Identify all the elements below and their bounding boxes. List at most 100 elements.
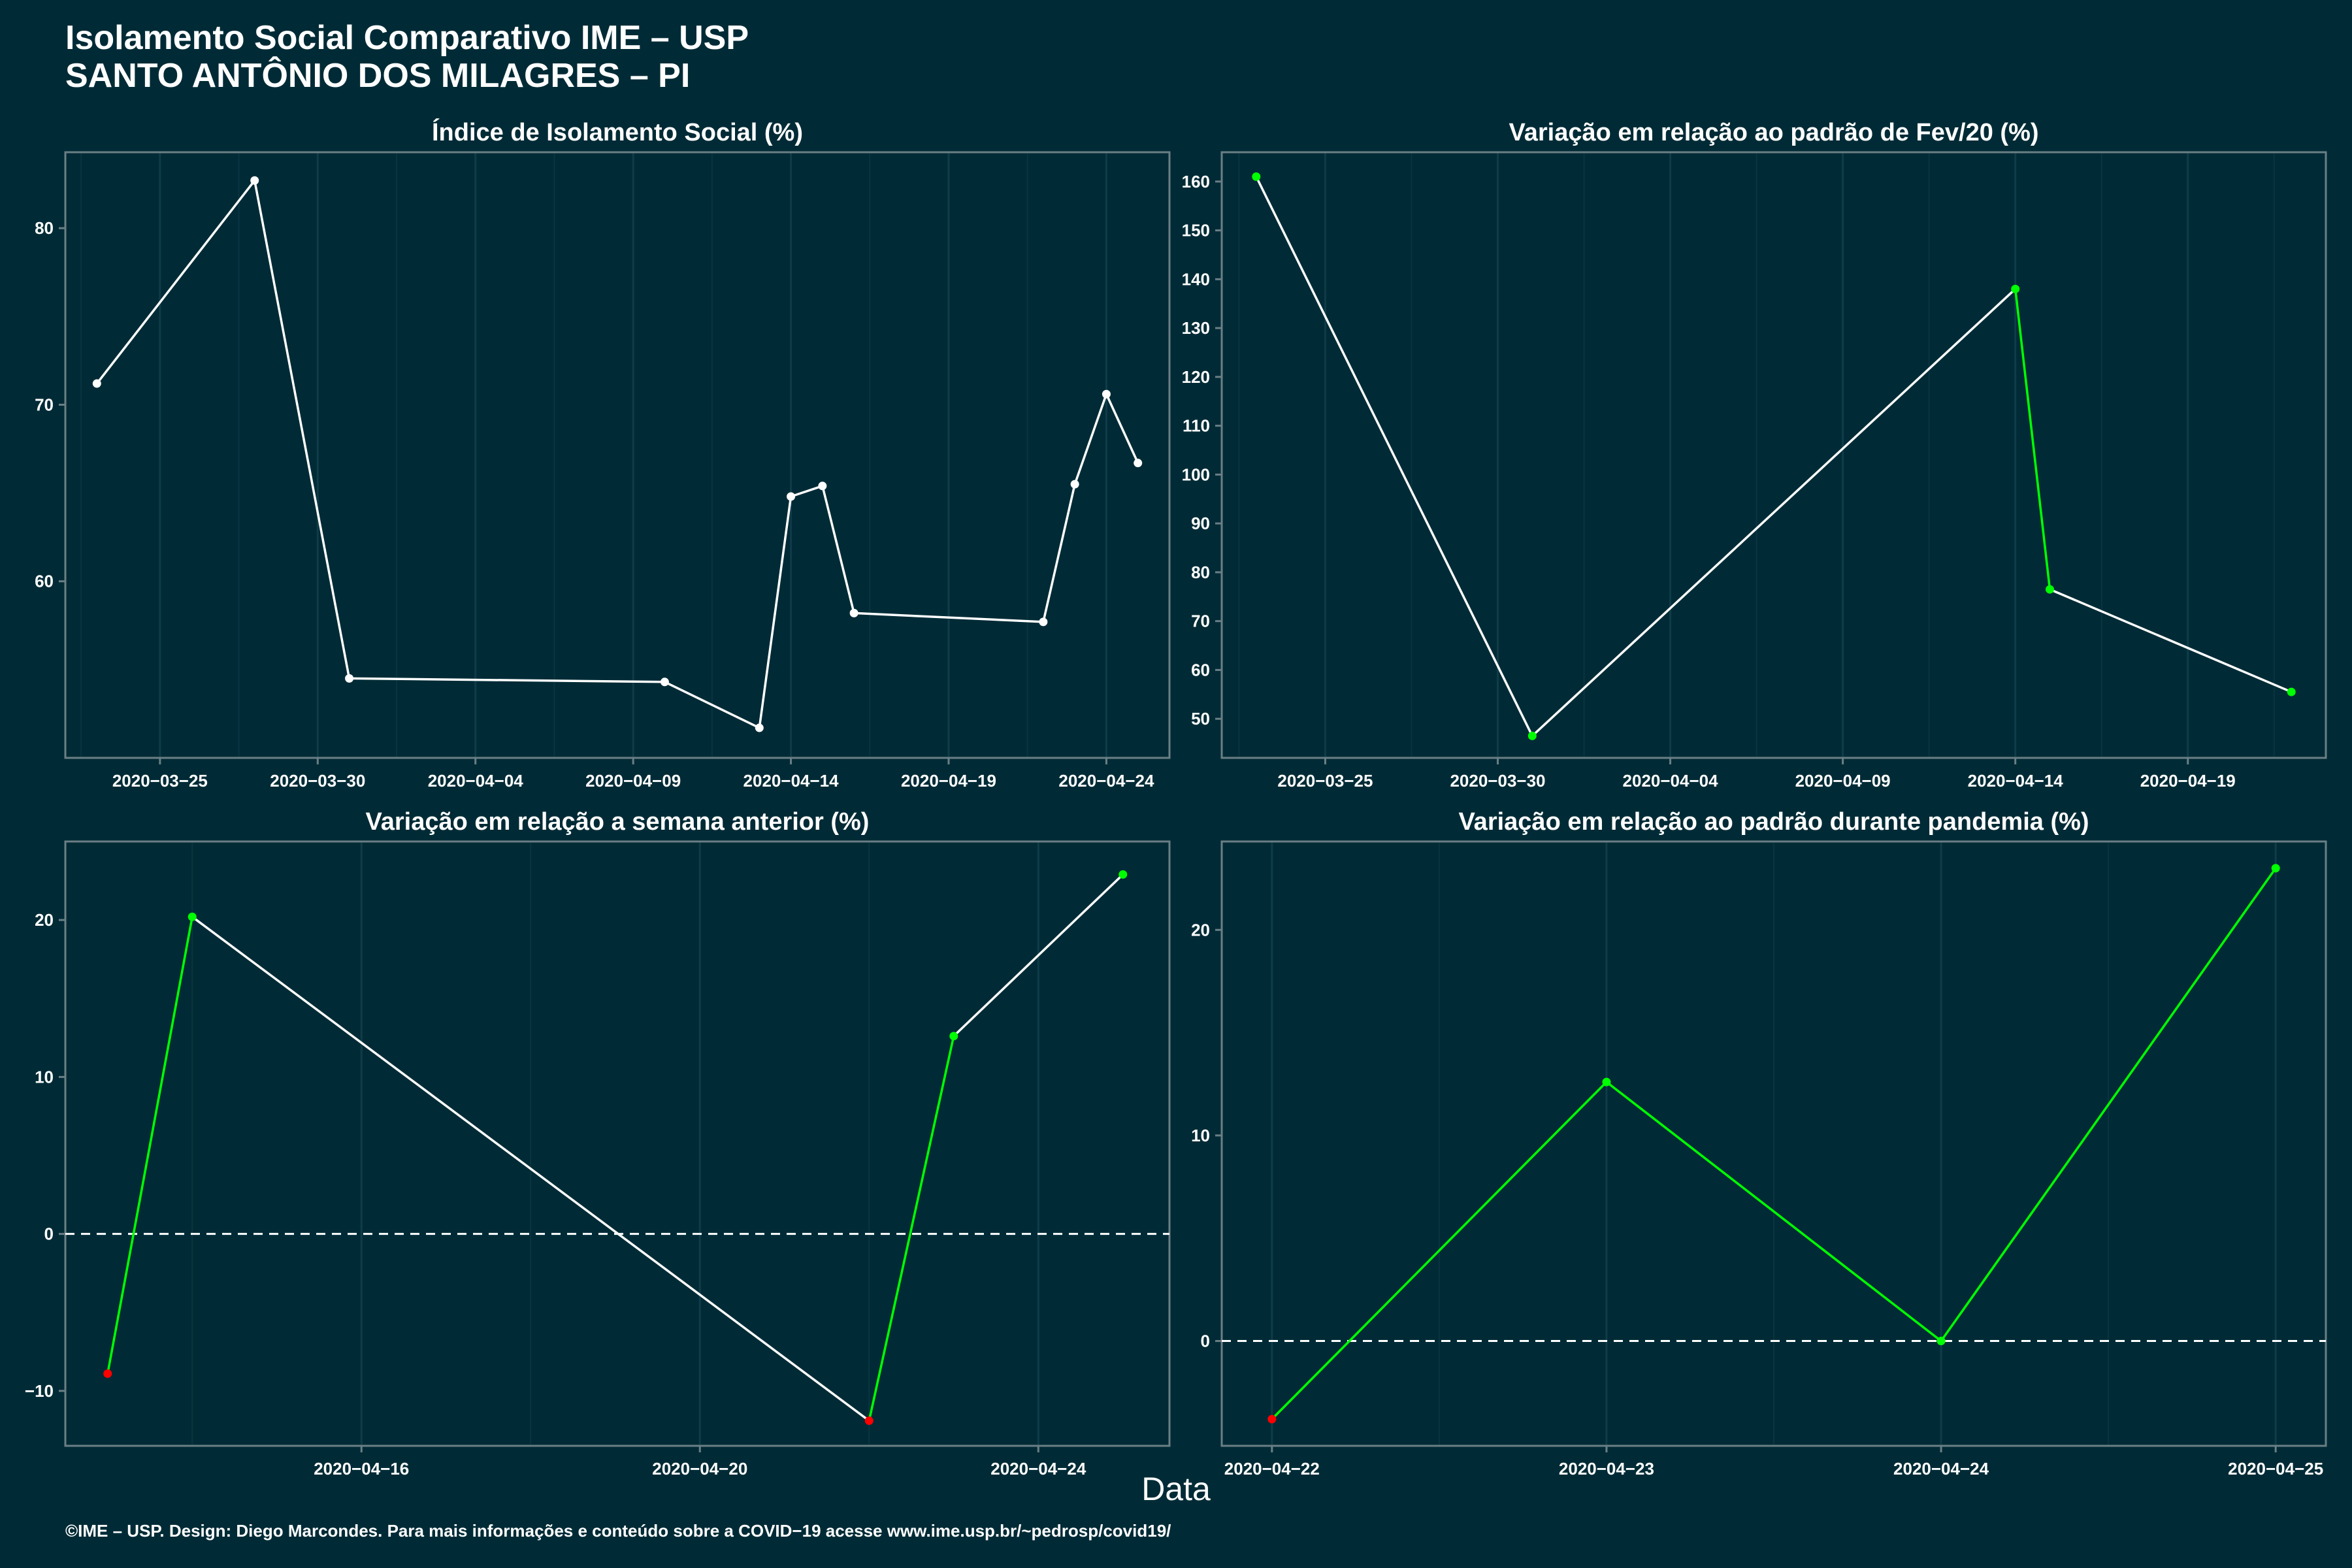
y-tick-label: 100 xyxy=(1182,465,1210,484)
x-tick-label: 2020−04−14 xyxy=(743,771,840,791)
series-segment xyxy=(1271,1081,1608,1420)
x-tick-label: 2020−04−14 xyxy=(1968,771,2064,791)
y-tick-label: 140 xyxy=(1182,269,1210,289)
y-tick-label: 0 xyxy=(44,1224,54,1244)
series-segment xyxy=(1940,867,2277,1342)
series-segment xyxy=(953,874,1124,1037)
series-segment xyxy=(821,485,855,613)
data-point xyxy=(787,492,796,501)
data-point xyxy=(849,608,858,617)
data-point xyxy=(103,1369,112,1378)
chart-title-line2: SANTO ANTÔNIO DOS MILAGRES – PI xyxy=(65,57,691,95)
y-tick-label: 50 xyxy=(1191,709,1210,728)
panel-title: Variação em relação a semana anterior (%… xyxy=(366,808,870,836)
y-tick-label: 20 xyxy=(1191,920,1210,939)
data-point xyxy=(1267,1414,1277,1424)
chart-title-line1: Isolamento Social Comparativo IME – USP xyxy=(65,19,749,57)
series-segment xyxy=(758,496,792,728)
x-tick-label: 2020−04−09 xyxy=(1795,771,1891,791)
y-tick-label: 80 xyxy=(1191,563,1210,582)
series-segment xyxy=(1605,1081,1942,1342)
data-point xyxy=(1039,617,1048,627)
footer-caption: ©IME – USP. Design: Diego Marcondes. Par… xyxy=(65,1521,1171,1541)
series-segment xyxy=(2014,289,2051,590)
x-tick-label: 2020−04−19 xyxy=(2140,771,2236,791)
panel-title: Variação em relação ao padrão de Fev/20 … xyxy=(1509,119,2038,146)
x-tick-label: 2020−03−25 xyxy=(112,771,208,791)
x-tick-label: 2020−04−04 xyxy=(428,771,524,791)
y-tick-label: −10 xyxy=(25,1381,54,1401)
series-segment xyxy=(1105,393,1139,464)
y-tick-label: 0 xyxy=(1201,1331,1210,1351)
series-segment xyxy=(664,681,760,729)
series-segment xyxy=(854,612,1043,623)
panel-border xyxy=(1220,840,2327,1447)
data-point xyxy=(1119,870,1128,879)
series-segment xyxy=(1042,483,1076,623)
data-point xyxy=(864,1416,874,1426)
panel-border xyxy=(1220,151,2327,759)
y-tick-label: 130 xyxy=(1182,318,1210,338)
data-point xyxy=(345,674,354,683)
series-segment xyxy=(791,485,823,498)
data-point xyxy=(2046,585,2054,594)
series-segment xyxy=(191,915,870,1422)
panel-border xyxy=(64,840,1171,1447)
data-point xyxy=(2287,687,2296,696)
series-segment xyxy=(1255,176,1533,737)
y-tick-label: 80 xyxy=(35,218,54,238)
panel-title: Variação em relação ao padrão durante pa… xyxy=(1458,808,2089,836)
data-point xyxy=(2011,284,2020,293)
x-tick-label: 2020−04−24 xyxy=(990,1459,1086,1478)
y-tick-label: 90 xyxy=(1191,514,1210,533)
data-point xyxy=(250,176,259,185)
series-segment xyxy=(2049,588,2292,693)
panel-4: Variação em relação ao padrão durante pa… xyxy=(1191,808,2327,1478)
x-tick-label: 2020−04−24 xyxy=(1058,771,1154,791)
data-point xyxy=(949,1032,958,1041)
y-tick-label: 10 xyxy=(1191,1126,1210,1145)
data-point xyxy=(1070,480,1079,489)
data-point xyxy=(1252,172,1261,181)
series-segment xyxy=(1073,393,1108,485)
y-tick-label: 20 xyxy=(35,910,54,930)
panel-2: Variação em relação ao padrão de Fev/20 … xyxy=(1182,119,2327,791)
x-tick-label: 2020−03−30 xyxy=(270,771,365,791)
x-tick-label: 2020−04−20 xyxy=(652,1459,747,1478)
y-tick-label: 160 xyxy=(1182,172,1210,191)
series-segment xyxy=(349,677,665,683)
y-tick-label: 60 xyxy=(35,572,54,591)
data-point xyxy=(1602,1077,1611,1086)
x-tick-label: 2020−04−09 xyxy=(585,771,681,791)
data-point xyxy=(1527,731,1537,740)
x-tick-label: 2020−04−24 xyxy=(1893,1459,1989,1478)
x-tick-label: 2020−03−30 xyxy=(1450,771,1545,791)
data-point xyxy=(818,482,827,491)
panel-border xyxy=(64,151,1171,759)
y-tick-label: 110 xyxy=(1183,416,1210,436)
x-tick-label: 2020−04−25 xyxy=(2228,1459,2323,1478)
series-segment xyxy=(106,917,193,1374)
y-tick-label: 70 xyxy=(1191,612,1210,631)
panel-1: Índice de Isolamento Social (%) 60 70 80 202… xyxy=(35,118,1171,791)
y-tick-label: 60 xyxy=(1191,660,1210,679)
data-point xyxy=(2271,864,2280,873)
y-tick-label: 150 xyxy=(1182,221,1210,240)
data-point xyxy=(1134,459,1143,468)
data-point xyxy=(188,912,197,921)
data-point xyxy=(1102,389,1111,399)
y-tick-label: 70 xyxy=(35,395,54,414)
y-tick-label: 120 xyxy=(1182,367,1210,387)
series-segment xyxy=(95,180,256,385)
panel-3: Variação em relação a semana anterior (%… xyxy=(25,808,1171,1478)
x-tick-label: 2020−04−16 xyxy=(314,1459,409,1478)
panel-title: Índice de Isolamento Social (%) xyxy=(432,118,803,146)
x-tick-label: 2020−04−22 xyxy=(1224,1459,1320,1478)
series-segment xyxy=(1531,288,2016,737)
x-axis-label: Data xyxy=(1141,1471,1211,1507)
x-tick-label: 2020−04−19 xyxy=(901,771,996,791)
data-point xyxy=(92,379,101,388)
data-point xyxy=(660,678,669,687)
series-segment xyxy=(253,180,351,679)
